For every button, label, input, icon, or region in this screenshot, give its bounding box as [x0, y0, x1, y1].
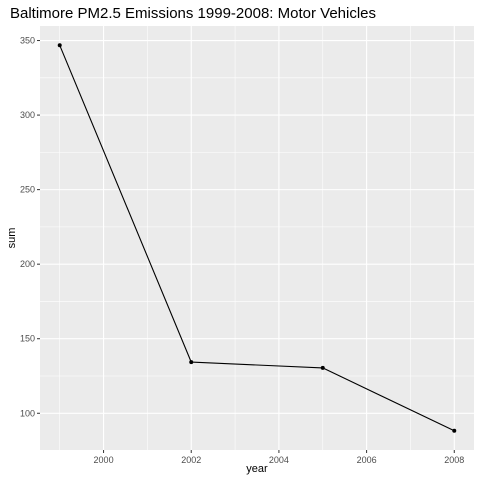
series-line-layer [59, 45, 455, 432]
plot-panel [40, 26, 474, 450]
x-tick-label: 2008 [444, 455, 464, 465]
y-tick-label: 300 [20, 110, 35, 120]
x-tick-label: 2004 [269, 455, 289, 465]
series-line [59, 45, 455, 432]
data-point-1999 [57, 43, 62, 48]
x-axis-ticks: 2000 2002 2004 2006 2008 [94, 450, 464, 465]
data-point-2005 [320, 365, 325, 370]
data-point-2002 [189, 360, 194, 365]
x-tick-label: 2006 [357, 455, 377, 465]
major-gridlines [40, 26, 474, 450]
y-axis-label: sum [6, 228, 18, 249]
chart-title: Baltimore PM2.5 Emissions 1999-2008: Mot… [10, 5, 376, 22]
data-point-2008 [452, 428, 457, 433]
data-points [57, 43, 457, 433]
x-tick-label: 2002 [181, 455, 201, 465]
y-tick-label: 350 [20, 36, 35, 46]
x-axis-label: year [246, 463, 268, 475]
x-tick-label: 2000 [94, 455, 114, 465]
y-tick-label: 100 [20, 408, 35, 418]
y-axis-ticks: 100 150 200 250 300 350 [20, 36, 40, 418]
y-tick-label: 150 [20, 334, 35, 344]
y-tick-label: 250 [20, 185, 35, 195]
minor-gridlines [40, 26, 474, 450]
y-tick-label: 200 [20, 259, 35, 269]
